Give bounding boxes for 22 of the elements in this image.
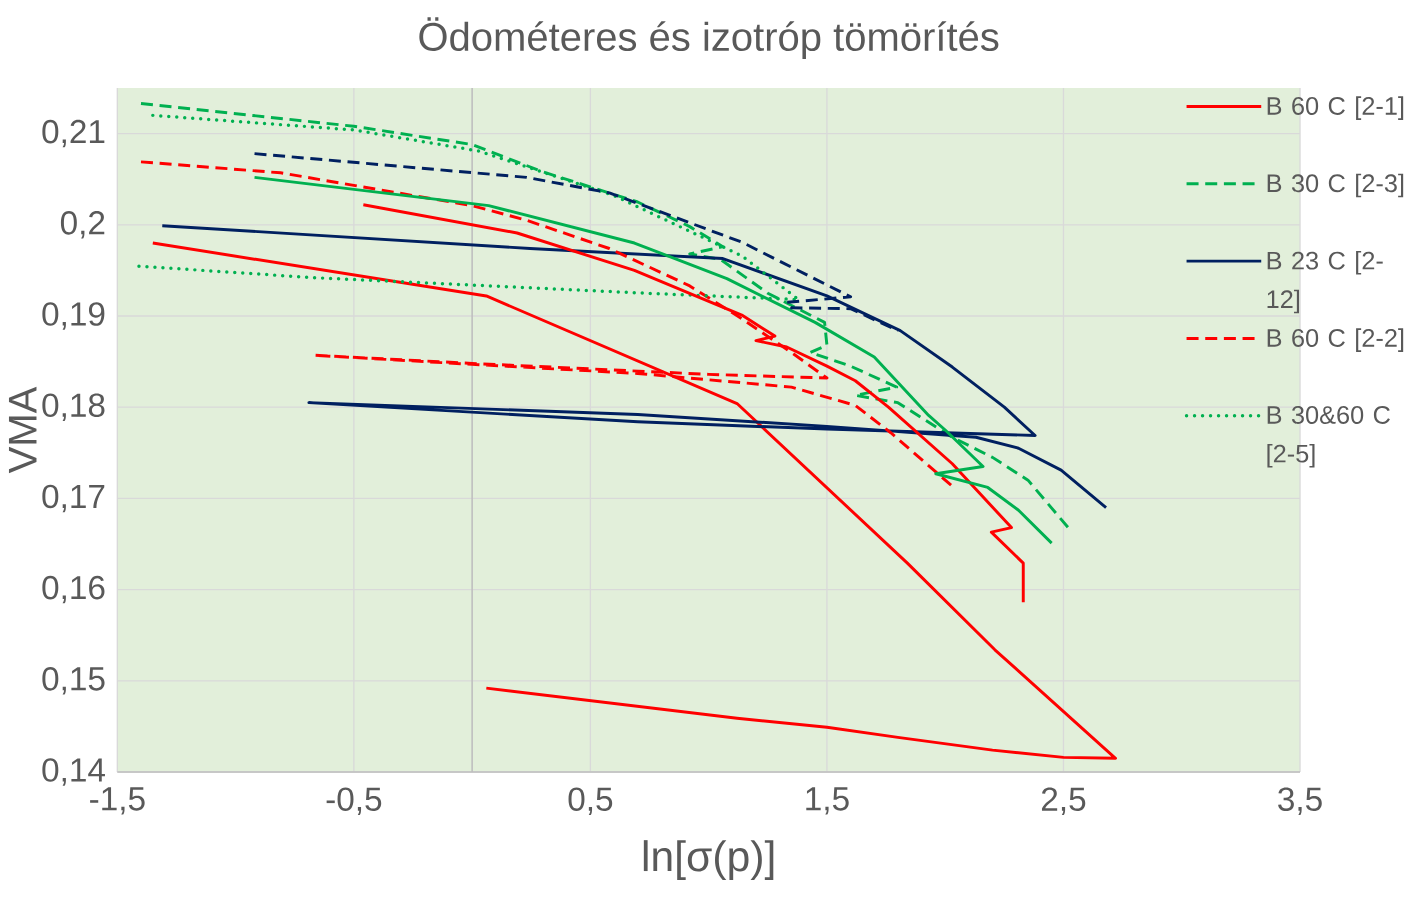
- x-tick-label: 0,5: [568, 787, 613, 815]
- x-tick-label: 3,5: [1278, 787, 1322, 815]
- chart-title: Ödométeres és izotróp tömörítés: [419, 17, 999, 59]
- y-tick-label: 0,18: [42, 393, 105, 421]
- y-axis-title: VMA: [8, 386, 37, 474]
- x-tick-label: -1,5: [90, 787, 145, 815]
- legend-label: B 30&60 C [2-5]: [1267, 405, 1390, 468]
- y-tick-label: 0,17: [42, 484, 105, 513]
- legend-label: B 60 C [2-1]: [1267, 96, 1404, 120]
- legend-label: B 60 C [2-2]: [1267, 328, 1404, 352]
- legend-label: B 30 C [2-3]: [1267, 173, 1404, 198]
- y-tick-label: 0,21: [42, 119, 105, 148]
- y-tick-label: 0,16: [42, 575, 105, 604]
- y-tick-label: 0,2: [60, 211, 105, 239]
- x-tick-label: 1,5: [806, 787, 849, 815]
- x-tick-label: -0,5: [326, 787, 382, 815]
- x-tick-label: 2,5: [1041, 787, 1086, 815]
- y-tick-label: 0,15: [42, 667, 105, 695]
- x-axis-title: ln[σ(p)]: [643, 840, 774, 880]
- y-tick-label: 0,19: [42, 302, 105, 330]
- y-tick-label: 0,14: [42, 758, 105, 786]
- legend-label: B 23 C [2-12]: [1267, 250, 1383, 314]
